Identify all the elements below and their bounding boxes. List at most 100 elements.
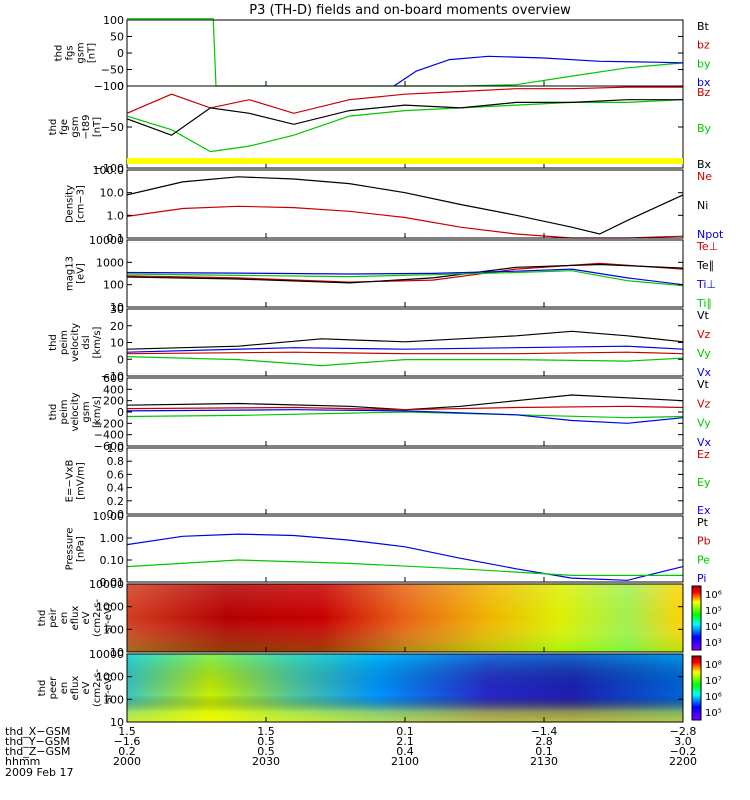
- y-axis-label-line: velocity: [70, 392, 81, 431]
- colorbar: [691, 655, 702, 721]
- y-axis-label-line: [km/s]: [92, 396, 103, 428]
- colorbar-tick-label: 10⁴: [705, 622, 722, 633]
- x-tick-label: 2130: [530, 755, 558, 768]
- y-axis-label-line: [km/s]: [92, 326, 103, 358]
- y-tick-label: 10000: [89, 234, 124, 247]
- y-axis-label-line: [nT]: [92, 117, 103, 137]
- legend-Vt: Vt: [697, 309, 710, 322]
- x-row-label: hhmm: [5, 755, 40, 768]
- y-tick-label: 10: [110, 337, 124, 350]
- y-axis-label: thdpeimvelocitygsm[km/s]: [48, 392, 103, 431]
- y-axis-label-line: peer: [48, 676, 59, 700]
- y-axis-label-line: gsm: [70, 116, 81, 137]
- y-axis-label-line: thd: [48, 119, 59, 136]
- colorbar-tick-label: 10³: [705, 638, 722, 649]
- y-axis-label: mag13[eV]: [65, 256, 87, 291]
- y-axis-label-line: eV: [81, 611, 92, 624]
- y-tick-label: 50: [110, 31, 124, 44]
- y-tick-label: 1000: [96, 256, 124, 269]
- panel-9: 10⁶ 10⁵ 10⁴ 10³ 10000 1000 100 10 thdpeireneflux…: [37, 578, 722, 659]
- x-tick-label: 0.1: [535, 745, 553, 758]
- y-tick-label: 0.10: [100, 554, 125, 567]
- legend-Vz: Vz: [697, 328, 711, 341]
- y-tick-label: 10.00: [93, 510, 125, 523]
- y-tick-label: 0.1: [107, 232, 125, 245]
- y-axis-label-line: [eV]: [76, 263, 87, 284]
- panel-8: Pt Pb Pe Pi 10.00 1.00 0.10 0.01 Pressure[nPa]: [65, 510, 711, 589]
- y-tick-label: 10: [110, 301, 124, 314]
- y-axis-label-line: (cm2-s-: [92, 599, 103, 637]
- y-axis-label-line: thd: [48, 334, 59, 351]
- y-axis-label-line: mag13: [65, 256, 76, 291]
- legend-Ti⊥: Ti⊥: [696, 278, 716, 291]
- legend-Npot: Npot: [697, 228, 724, 241]
- y-tick-label: 400: [103, 383, 124, 396]
- legend-Ex: Ex: [697, 504, 711, 517]
- panel-frame: [126, 85, 684, 169]
- legend-Pe: Pe: [697, 553, 710, 566]
- series-by: [127, 18, 684, 87]
- x-tick-label: 1.5: [257, 725, 275, 738]
- series-Vx: [126, 409, 684, 424]
- y-tick-label: 100.0: [93, 164, 125, 177]
- y-axis-label-line: thd: [37, 680, 48, 697]
- y-tick-label: 10: [110, 646, 124, 659]
- legend-Ez: Ez: [697, 448, 710, 461]
- y-axis-label-line: sr-eV): [103, 603, 114, 632]
- legend-Bz: Bz: [697, 86, 711, 99]
- y-axis-label-line: [cm−3]: [76, 185, 87, 223]
- legend-Vy: Vy: [697, 347, 711, 360]
- panel-3: Ne Ni Npot 100.0 10.0 1.0 0.1 Density[cm−3]: [65, 164, 724, 245]
- y-axis-label-line: peir: [48, 607, 59, 627]
- panel-2: Bz By Bx 0 −50 −100 thdfgegsm−t89[nT]: [48, 80, 712, 175]
- y-tick-label: 0: [117, 406, 124, 419]
- y-tick-label: 1000: [96, 601, 124, 614]
- colorbar-tick-label: 10⁶: [705, 692, 722, 703]
- y-axis-label-line: (cm2-s-: [92, 669, 103, 707]
- series-Ni: [126, 176, 684, 235]
- series-Vy: [126, 411, 684, 419]
- x-row-label: thd_Z−GSM: [5, 745, 71, 758]
- y-tick-label: −200: [94, 417, 124, 430]
- series-Vz: [126, 405, 684, 411]
- y-tick-label: 0.6: [107, 468, 125, 481]
- y-axis-label: thdpeerenefluxeV(cm2-s-sr-eV): [37, 669, 114, 707]
- legend-Bt: Bt: [697, 20, 710, 33]
- x-tick-label: −1.4: [531, 725, 558, 738]
- panel-frame: [126, 515, 684, 583]
- x-row-label: thd_Y−GSM: [5, 735, 70, 748]
- series-Pe: [126, 559, 683, 577]
- panel-frame: [126, 19, 684, 87]
- y-tick-label: 100: [103, 279, 124, 292]
- legend-Pt: Pt: [697, 516, 709, 529]
- series-Ti∥: [126, 270, 684, 287]
- colorbar-tick-label: 10⁶: [705, 590, 722, 601]
- y-tick-label: 100: [103, 14, 124, 27]
- legend-Te⊥: Te⊥: [696, 240, 718, 253]
- series-Vy: [126, 356, 684, 367]
- series-Vx: [126, 345, 684, 353]
- legend-Ti∥: Ti∥: [696, 297, 712, 310]
- x-tick-label: 0.5: [257, 735, 275, 748]
- y-tick-label: −100: [94, 162, 124, 175]
- y-tick-label: 0: [117, 80, 124, 93]
- y-axis-label-line: E=−VxB: [65, 460, 76, 503]
- legend-Pi: Pi: [697, 572, 706, 585]
- x-row-label: thd_X−GSM: [5, 725, 71, 738]
- legend-Ni: Ni: [697, 199, 708, 212]
- y-axis-label-line: [nT]: [87, 43, 98, 63]
- y-axis-label: thdpeimvelocitydsl[km/s]: [48, 323, 103, 362]
- y-axis-label: Pressure[nPa]: [65, 528, 87, 571]
- y-tick-label: 0: [117, 353, 124, 366]
- legend-Pb: Pb: [697, 535, 711, 548]
- legend-Ne: Ne: [697, 170, 712, 183]
- y-axis-label-line: Pressure: [65, 528, 76, 571]
- series-Bx: [126, 99, 683, 136]
- series-Vt: [126, 394, 684, 411]
- legend-Vz: Vz: [697, 397, 711, 410]
- y-axis-label-line: gsm: [81, 401, 92, 422]
- quality-flag-bar: [127, 158, 683, 164]
- y-axis-label: Density[cm−3]: [65, 185, 87, 223]
- panel-frame: [126, 308, 684, 377]
- legend-Vt: Vt: [697, 378, 710, 391]
